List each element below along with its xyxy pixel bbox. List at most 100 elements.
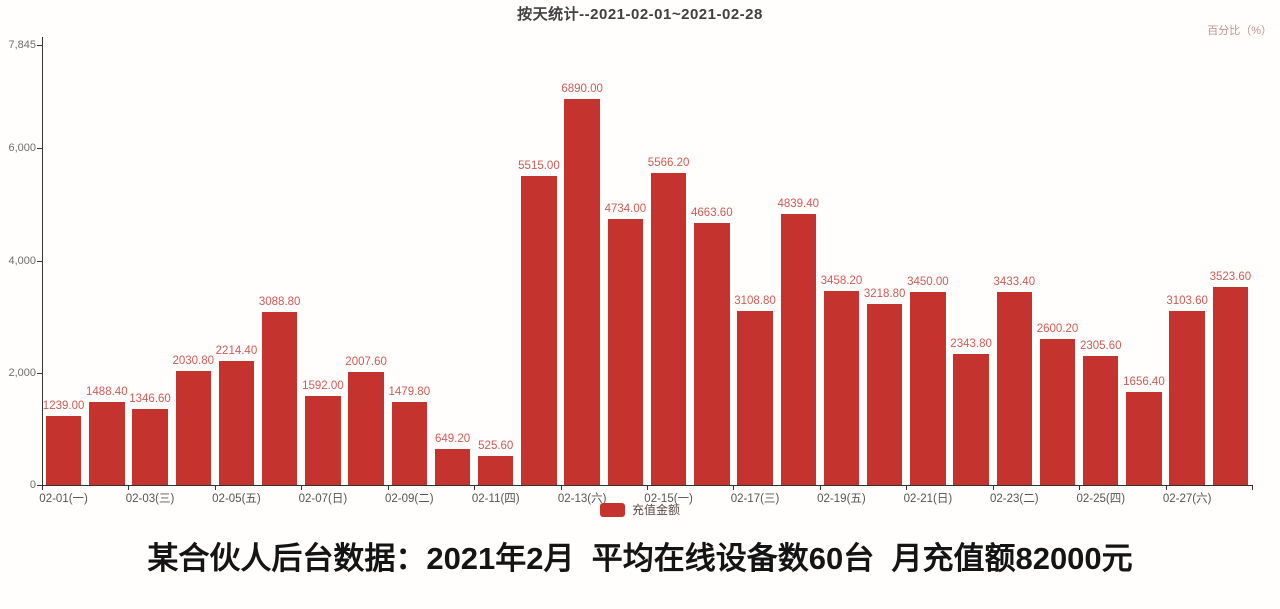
bar[interactable] [564, 98, 600, 485]
bar[interactable] [1212, 287, 1249, 485]
bar-value-label: 3433.40 [993, 276, 1036, 289]
bar[interactable] [261, 311, 298, 485]
y-axis-line [42, 37, 43, 485]
x-axis-tick [387, 485, 389, 490]
bar[interactable] [132, 409, 168, 485]
x-axis-label: 02-21(日) [903, 493, 953, 505]
bar[interactable] [996, 292, 1033, 485]
bar[interactable] [823, 291, 860, 485]
y-axis-tick [37, 148, 42, 150]
bar[interactable] [910, 291, 946, 485]
bar[interactable] [737, 310, 773, 485]
x-axis-label: 02-13(六) [557, 493, 607, 505]
bar-value-label: 1479.80 [388, 386, 431, 398]
bar-value-label: 3103.60 [1166, 294, 1208, 307]
x-axis-tick [214, 485, 216, 490]
bar[interactable] [694, 223, 730, 485]
y-axis-tick-label: 7,845 [8, 39, 36, 51]
bar-value-label: 3450.00 [907, 275, 949, 288]
bar-value-label: 2214.40 [215, 344, 258, 357]
x-axis-tick [560, 485, 562, 490]
bar[interactable] [780, 213, 816, 485]
x-axis-tick [1079, 485, 1081, 490]
bar-value-label: 649.20 [434, 432, 471, 445]
x-axis-label: 02-19(五) [817, 493, 866, 505]
y-axis-tick-label: 6,000 [8, 142, 36, 155]
y-axis-tick-label: 4,000 [8, 254, 36, 267]
bar-value-label: 2305.60 [1079, 339, 1122, 352]
bar-value-label: 525.60 [478, 439, 514, 452]
bar[interactable] [218, 360, 255, 485]
x-axis-tick [906, 485, 908, 490]
x-axis-tick [1165, 485, 1167, 490]
bar-value-label: 4734.00 [604, 203, 647, 216]
y-axis-unit-label: 百分比（%） [1207, 25, 1272, 37]
y-axis-tick [37, 260, 42, 262]
x-axis-tick [1252, 485, 1253, 490]
y-axis-tick [37, 372, 42, 374]
bar[interactable] [478, 455, 514, 485]
bar-value-label: 3523.60 [1209, 271, 1252, 284]
x-axis-label: 02-27(六) [1162, 493, 1212, 505]
x-axis-tick [474, 485, 476, 490]
x-axis-tick [301, 485, 303, 490]
x-axis-label: 02-03(三) [125, 493, 175, 505]
bar[interactable] [175, 371, 211, 485]
bar[interactable] [1126, 392, 1162, 485]
bar[interactable] [1039, 339, 1076, 485]
bar[interactable] [1169, 310, 1205, 485]
x-axis-label: 02-07(日) [298, 493, 348, 505]
bar[interactable] [607, 219, 644, 485]
bar-value-label: 3458.20 [820, 275, 863, 288]
bar[interactable] [866, 304, 903, 485]
y-axis-tick [37, 45, 42, 46]
y-axis-tick [37, 485, 42, 486]
y-axis-tick-label: 2,000 [8, 366, 36, 379]
bar-value-label: 3088.80 [258, 295, 301, 308]
x-axis-tick [992, 485, 994, 490]
x-axis-tick [819, 485, 821, 490]
bar-value-label: 3218.80 [863, 288, 906, 301]
chart-title: 按天统计--2021-02-01~2021-02-28 [517, 6, 763, 23]
bar-value-label: 5515.00 [518, 159, 560, 172]
bar[interactable] [391, 402, 428, 485]
legend-label: 充值金额 [631, 503, 680, 517]
bar[interactable] [1083, 355, 1119, 485]
x-axis-label: 02-05(五) [212, 493, 261, 505]
x-axis-tick [128, 485, 130, 490]
x-axis-label: 02-01(一) [39, 493, 88, 505]
bar[interactable] [650, 172, 687, 485]
bar-value-label: 4663.60 [691, 207, 733, 220]
x-axis-label: 02-25(四) [1076, 493, 1126, 505]
bar[interactable] [45, 415, 82, 485]
bar-value-label: 1592.00 [302, 379, 344, 392]
bar[interactable] [89, 401, 125, 485]
bar-value-label: 4839.40 [777, 197, 820, 210]
bar-value-label: 2343.80 [950, 337, 992, 350]
x-axis-label: 02-17(三) [730, 493, 780, 505]
bar[interactable] [348, 372, 384, 485]
x-axis-label: 02-23(二) [990, 493, 1039, 505]
bar-value-label: 5566.20 [647, 156, 690, 169]
bar-value-label: 3108.80 [734, 294, 776, 307]
legend[interactable]: 充值金额 [0, 501, 1280, 518]
x-axis-label: 02-09(二) [385, 493, 434, 505]
bar-value-label: 2007.60 [345, 356, 387, 369]
daily-recharge-bar-chart: 按天统计--2021-02-01~2021-02-28 百分比（%） 0 2,00… [0, 6, 1280, 518]
bar[interactable] [953, 353, 989, 485]
x-axis-tick [42, 485, 43, 490]
x-axis-tick [647, 485, 648, 490]
bar[interactable] [305, 395, 341, 485]
x-axis-label: 02-11(四) [471, 493, 520, 505]
caption-text: 某合伙人后台数据：2021年2月 平均在线设备数60台 月充值额82000元 [147, 541, 1133, 576]
x-axis-label: 02-15(一) [644, 493, 693, 505]
bar[interactable] [521, 175, 557, 485]
bar-value-label: 2030.80 [172, 355, 215, 368]
bar-value-label: 1239.00 [42, 399, 85, 412]
bar[interactable] [434, 448, 471, 485]
bar-value-label: 6890.00 [561, 82, 603, 95]
bar-value-label: 1488.40 [86, 385, 128, 398]
x-axis-tick [733, 485, 735, 490]
bar-value-label: 1656.40 [1123, 376, 1165, 389]
legend-swatch [599, 502, 625, 517]
